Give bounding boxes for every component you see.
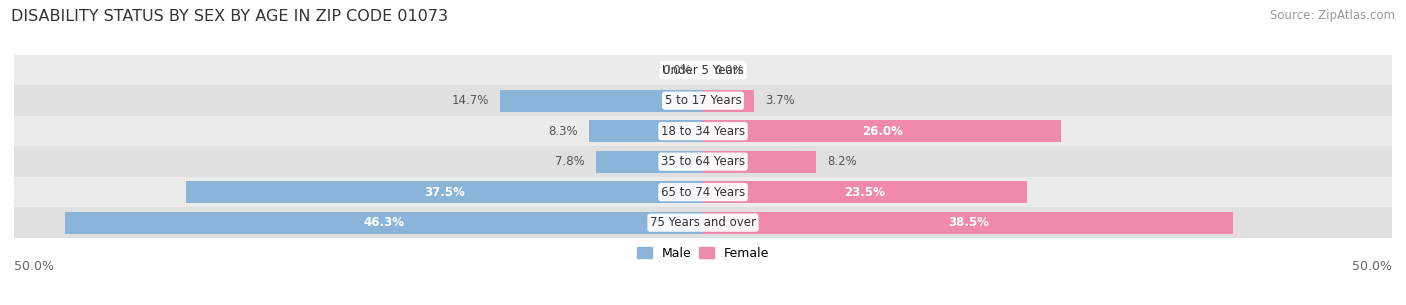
Text: Under 5 Years: Under 5 Years	[662, 64, 744, 77]
Text: 75 Years and over: 75 Years and over	[650, 216, 756, 229]
Bar	[501, 90, 703, 112]
Bar	[14, 146, 1392, 177]
Text: Source: ZipAtlas.com: Source: ZipAtlas.com	[1270, 9, 1395, 22]
Text: 5 to 17 Years: 5 to 17 Years	[665, 94, 741, 107]
Text: 26.0%: 26.0%	[862, 125, 903, 138]
Text: 65 to 74 Years: 65 to 74 Years	[661, 186, 745, 199]
Bar	[14, 177, 1392, 207]
Text: 8.2%: 8.2%	[827, 155, 856, 168]
Bar	[596, 151, 703, 173]
Text: 0.0%: 0.0%	[714, 64, 744, 77]
Text: 50.0%: 50.0%	[14, 260, 53, 273]
Legend: Male, Female: Male, Female	[631, 242, 775, 265]
Bar	[703, 151, 815, 173]
Bar	[14, 85, 1392, 116]
Text: 8.3%: 8.3%	[548, 125, 578, 138]
Text: 14.7%: 14.7%	[453, 94, 489, 107]
Bar	[589, 120, 703, 142]
Text: 18 to 34 Years: 18 to 34 Years	[661, 125, 745, 138]
Text: 35 to 64 Years: 35 to 64 Years	[661, 155, 745, 168]
Text: 38.5%: 38.5%	[948, 216, 988, 229]
Text: 3.7%: 3.7%	[765, 94, 794, 107]
Bar	[703, 90, 754, 112]
Text: 7.8%: 7.8%	[555, 155, 585, 168]
Bar	[14, 116, 1392, 146]
Bar	[186, 181, 703, 203]
Text: 37.5%: 37.5%	[425, 186, 465, 199]
Text: 0.0%: 0.0%	[662, 64, 692, 77]
Bar	[703, 212, 1233, 234]
Bar	[14, 207, 1392, 238]
Text: 23.5%: 23.5%	[845, 186, 886, 199]
Bar	[703, 181, 1026, 203]
Bar	[703, 120, 1062, 142]
Text: 46.3%: 46.3%	[364, 216, 405, 229]
Bar	[14, 55, 1392, 85]
Text: DISABILITY STATUS BY SEX BY AGE IN ZIP CODE 01073: DISABILITY STATUS BY SEX BY AGE IN ZIP C…	[11, 9, 449, 24]
Bar	[65, 212, 703, 234]
Text: 50.0%: 50.0%	[1353, 260, 1392, 273]
